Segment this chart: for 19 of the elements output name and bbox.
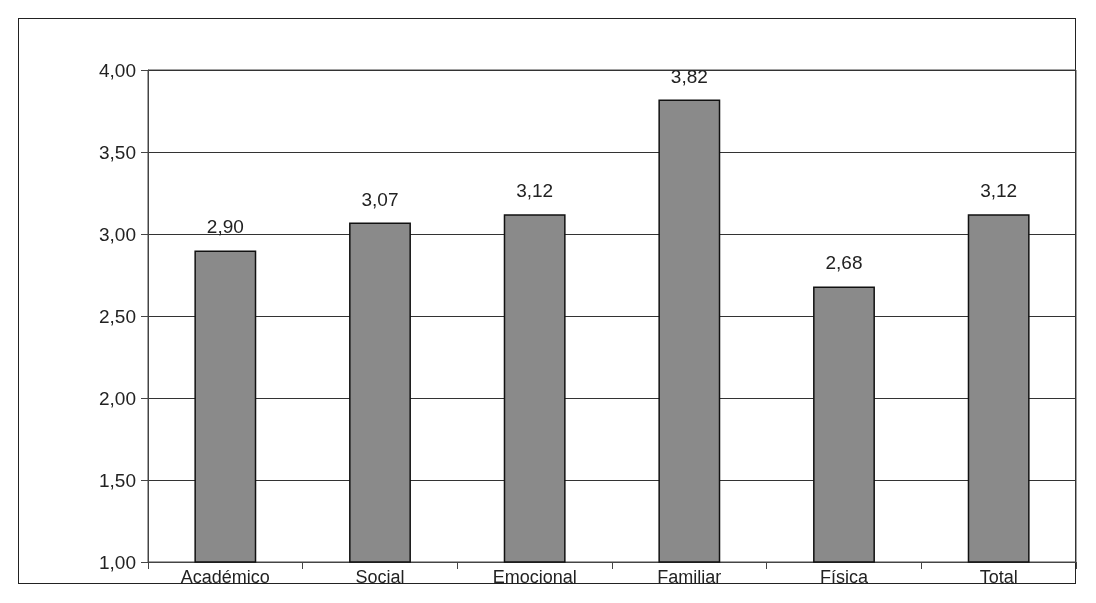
y-tick-label: 1,00 [99, 551, 136, 573]
x-tick-label: Social [355, 567, 405, 587]
y-tick-label: 2,50 [99, 305, 136, 327]
x-tick-label: Académico [180, 567, 270, 587]
data-label: 2,90 [206, 216, 244, 238]
data-label: 3,12 [980, 180, 1018, 202]
x-tick-label: Física [819, 567, 869, 587]
x-tick-label: Emocional [492, 567, 577, 587]
data-label: 3,82 [670, 65, 708, 87]
y-tick-label: 1,50 [99, 469, 136, 491]
y-tick-label: 4,00 [99, 59, 136, 81]
data-label: 2,68 [825, 252, 863, 274]
x-tick-label: Familiar [657, 567, 722, 587]
data-label: 3,07 [361, 188, 399, 210]
x-tick-label: Total [979, 567, 1018, 587]
data-label: 3,12 [516, 180, 554, 202]
y-tick-label: 3,50 [99, 141, 136, 163]
y-tick-label: 3,00 [99, 223, 136, 245]
y-tick-label: 2,00 [99, 387, 136, 409]
